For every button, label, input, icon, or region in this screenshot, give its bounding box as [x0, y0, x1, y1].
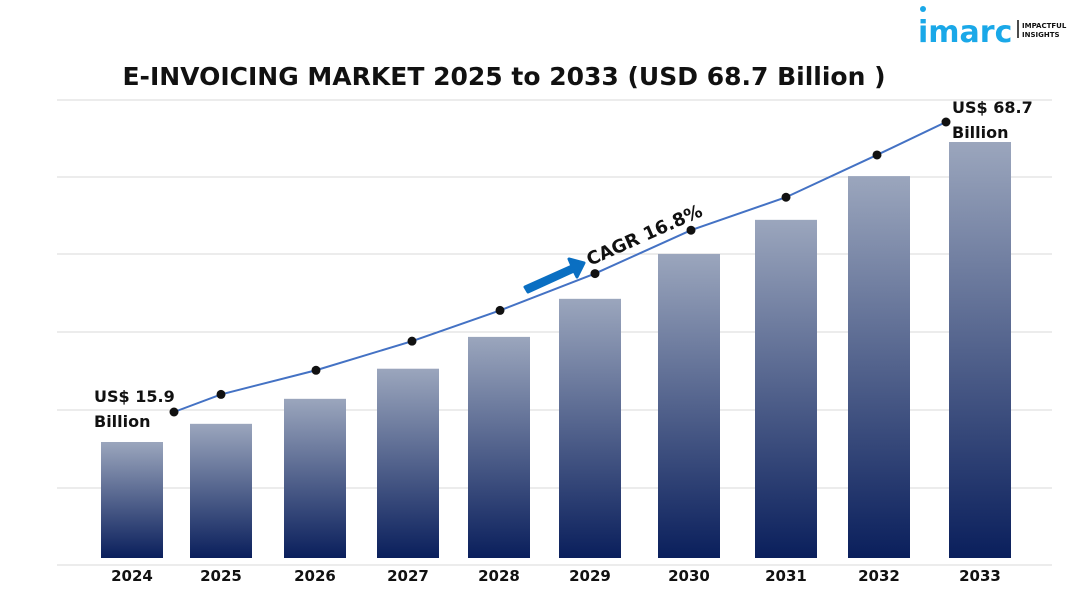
- trend-marker: [216, 389, 226, 399]
- trend-marker: [311, 365, 321, 375]
- x-tick-label: 2032: [858, 567, 900, 585]
- cagr-arrow-icon: [523, 257, 586, 294]
- end-value-unit: Billion: [952, 123, 1009, 142]
- trend-marker: [407, 336, 417, 346]
- logo-brand: imarc: [918, 15, 1012, 50]
- trend-marker: [941, 117, 951, 127]
- x-tick-label: 2033: [959, 567, 1001, 585]
- trend-marker: [590, 269, 600, 279]
- bar-2031: [755, 219, 817, 558]
- x-tick-label: 2027: [387, 567, 429, 585]
- x-tick-label: 2029: [569, 567, 611, 585]
- bar-2030: [658, 253, 720, 558]
- bar-2029: [559, 298, 621, 558]
- bar-2026: [284, 398, 346, 558]
- x-tick-label: 2024: [111, 567, 153, 585]
- logo-tagline-2: INSIGHTS: [1022, 31, 1060, 39]
- trend-marker: [169, 407, 179, 417]
- logo-tagline-1: IMPACTFUL: [1022, 22, 1067, 30]
- trend-marker: [781, 192, 791, 202]
- trend-marker: [686, 225, 696, 235]
- x-tick-label: 2031: [765, 567, 807, 585]
- start-value-label: US$ 15.9: [94, 387, 175, 406]
- x-tick-label: 2025: [200, 567, 242, 585]
- start-value-unit: Billion: [94, 412, 151, 431]
- trend-marker: [872, 150, 882, 160]
- trend-line: [173, 121, 947, 413]
- x-tick-label: 2028: [478, 567, 520, 585]
- imarc-logo: imarc IMPACTFUL INSIGHTS: [918, 6, 1067, 50]
- chart-title: E-INVOICING MARKET 2025 to 2033 (USD 68.…: [122, 62, 885, 91]
- bar-2024: [101, 442, 163, 558]
- x-tick-label: 2026: [294, 567, 336, 585]
- bar-2025: [190, 423, 252, 558]
- bar-2028: [468, 336, 530, 558]
- x-tick-label: 2030: [668, 567, 710, 585]
- trend-marker: [495, 305, 505, 315]
- end-value-label: US$ 68.7: [952, 98, 1033, 117]
- bar-2033: [949, 142, 1011, 558]
- bar-2027: [377, 368, 439, 558]
- bar-2032: [848, 176, 910, 558]
